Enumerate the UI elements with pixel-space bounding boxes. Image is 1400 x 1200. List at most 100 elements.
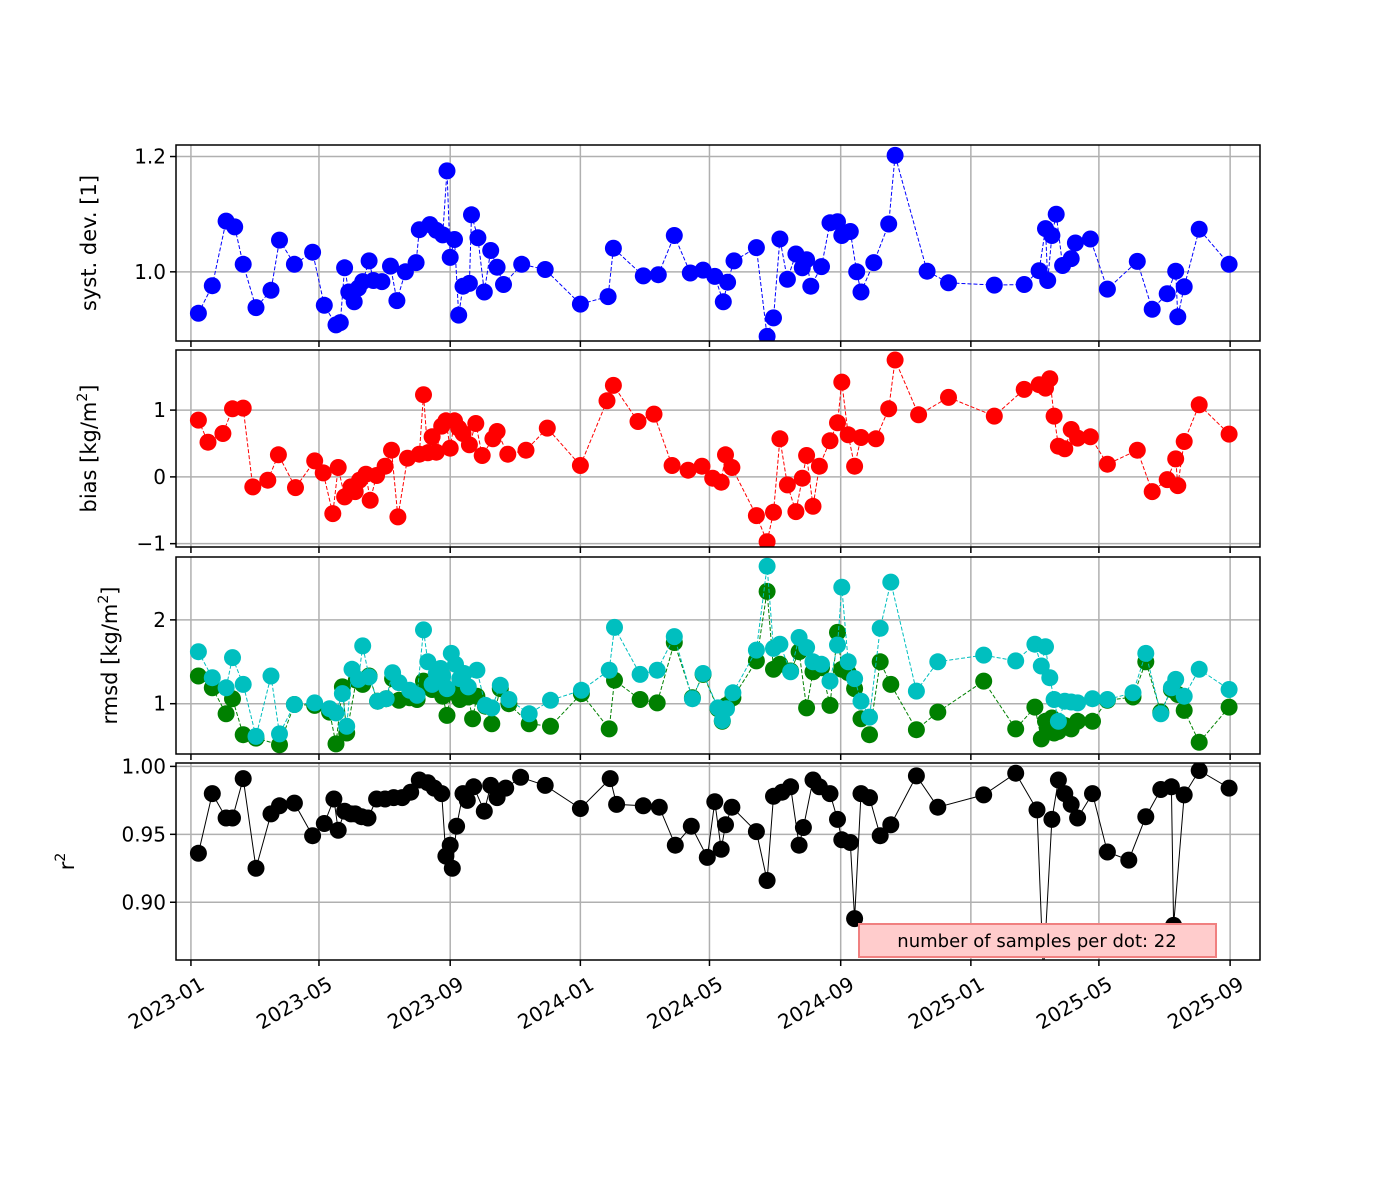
data-point <box>571 800 589 817</box>
y-tick-label: −1 <box>137 532 166 556</box>
y-axis-label: rmsd [kg/m2] <box>96 586 122 724</box>
data-point <box>360 668 378 686</box>
data-point <box>262 667 280 685</box>
data-point <box>798 251 816 269</box>
data-point <box>940 274 957 292</box>
data-point <box>1175 433 1193 450</box>
data-point <box>226 218 244 236</box>
data-point <box>199 433 217 451</box>
data-point <box>450 306 468 324</box>
data-point <box>1220 779 1238 797</box>
data-point <box>1039 272 1057 289</box>
data-point <box>882 573 900 591</box>
data-point <box>861 708 878 726</box>
data-point <box>459 678 477 696</box>
data-point <box>441 248 459 266</box>
y-tick-label: 1.2 <box>134 145 166 169</box>
data-point <box>1098 455 1116 473</box>
data-point <box>886 351 904 369</box>
y-tick-label: 0.90 <box>121 890 166 914</box>
data-point <box>1032 657 1050 675</box>
data-point <box>694 665 712 682</box>
data-point <box>765 503 782 521</box>
data-point <box>203 277 221 295</box>
data-point <box>918 262 936 280</box>
data-point <box>497 779 515 797</box>
data-point <box>1175 786 1193 804</box>
data-point <box>1056 440 1074 458</box>
data-point <box>244 478 262 496</box>
data-point <box>1007 764 1025 782</box>
y-tick-label: 0.95 <box>121 822 166 846</box>
data-point <box>324 505 342 523</box>
data-point <box>247 727 265 745</box>
data-point <box>306 694 324 712</box>
data-point <box>214 425 232 442</box>
data-point <box>536 261 554 278</box>
data-point <box>798 699 816 717</box>
x-tick-label: 2023-05 <box>252 972 336 1035</box>
data-point <box>631 665 649 683</box>
data-point <box>338 717 356 735</box>
data-point <box>771 635 789 653</box>
data-point <box>718 700 735 718</box>
data-point <box>929 653 947 671</box>
axes-frame <box>175 349 1261 548</box>
data-point <box>634 797 652 815</box>
data-point <box>388 292 406 310</box>
data-point <box>354 637 372 655</box>
x-tick-label: 2025-01 <box>904 972 988 1035</box>
data-point <box>203 785 221 803</box>
data-point <box>438 162 456 180</box>
data-point <box>778 270 796 288</box>
data-point <box>446 231 463 248</box>
data-point <box>1045 407 1063 425</box>
data-point <box>234 255 252 273</box>
data-point <box>907 682 925 700</box>
data-point <box>1084 785 1101 803</box>
data-point <box>314 464 332 482</box>
data-point <box>679 461 697 479</box>
annotation-text: number of samples per dot: 22 <box>897 931 1176 952</box>
data-point <box>1049 712 1067 730</box>
data-point <box>861 789 878 807</box>
data-point <box>285 794 303 812</box>
data-point <box>1169 477 1187 495</box>
data-point <box>1069 429 1087 447</box>
data-point <box>1037 638 1054 656</box>
data-point <box>1190 396 1208 414</box>
data-point <box>833 373 851 391</box>
data-point <box>717 816 734 834</box>
data-point <box>606 618 623 636</box>
data-point <box>306 452 324 470</box>
data-point <box>224 649 241 667</box>
y-axis-label: r2 <box>53 853 79 871</box>
data-point <box>465 778 483 796</box>
panel-r2: 0.90 0.95 1.00 r2 <box>53 754 1261 966</box>
data-point <box>985 407 1003 425</box>
data-point <box>648 661 666 679</box>
data-point <box>536 776 554 794</box>
panel-sd: 1.0 1.2 syst. dev. [1] <box>77 144 1261 347</box>
data-point <box>234 399 252 417</box>
data-point <box>821 432 839 450</box>
data-point <box>798 639 816 656</box>
data-point <box>571 295 589 313</box>
data-point <box>829 810 846 828</box>
data-point <box>203 669 221 687</box>
data-point <box>1069 712 1087 730</box>
data-point <box>1081 428 1099 446</box>
data-point <box>821 696 839 714</box>
data-point <box>1190 660 1208 678</box>
data-point <box>1098 691 1116 708</box>
data-point <box>315 815 333 832</box>
x-tick-label: 2024-05 <box>643 972 727 1035</box>
axes-frame <box>175 556 1261 755</box>
data-point <box>491 676 509 694</box>
data-point <box>682 817 700 835</box>
data-point <box>1049 771 1067 789</box>
data-point <box>666 836 684 854</box>
data-point <box>600 720 618 738</box>
data-point <box>438 706 456 724</box>
